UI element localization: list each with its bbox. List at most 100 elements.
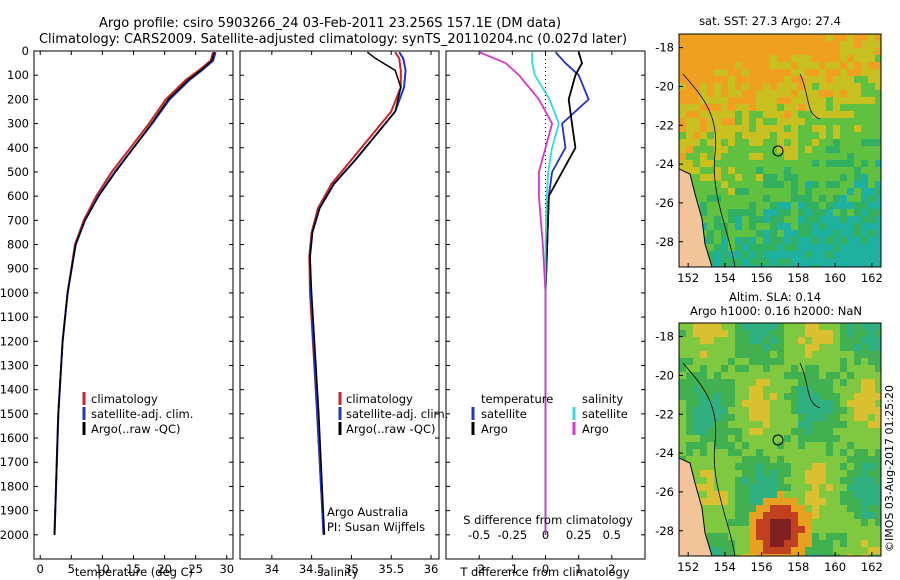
map-cell [707, 393, 715, 401]
map-cell [826, 393, 834, 401]
map-cell [798, 386, 806, 394]
map-cell [784, 41, 792, 49]
map-cell [805, 491, 813, 499]
map-cell [854, 34, 862, 42]
map-cell [833, 505, 841, 513]
map-cell [777, 512, 785, 520]
map-y-tick-label: -24 [655, 446, 674, 460]
map-cell [728, 139, 736, 147]
map-cell [742, 48, 750, 56]
map-cell [728, 195, 736, 203]
map-cell [798, 442, 806, 450]
map-cell [679, 442, 687, 450]
map-cell [679, 393, 687, 401]
map-cell [868, 533, 876, 541]
map-cell [693, 330, 701, 338]
map-cell [679, 111, 687, 119]
map-cell [735, 421, 743, 429]
map-cell [763, 526, 771, 534]
map-cell [735, 90, 743, 98]
map-cell [749, 195, 757, 203]
map-cell [868, 512, 876, 520]
map-cell [847, 244, 855, 252]
map-cell [805, 90, 813, 98]
map-cell [798, 379, 806, 387]
map-cell [735, 547, 743, 555]
map-cell [861, 139, 869, 147]
map-cell [861, 41, 869, 49]
map-cell [707, 463, 715, 471]
map-cell [728, 365, 736, 373]
diff-legend-sal-title: salinity [582, 392, 623, 406]
map-cell [707, 181, 715, 189]
map-cell [875, 554, 881, 556]
map-cell [854, 505, 862, 513]
map-cell [840, 547, 848, 555]
map-cell [833, 181, 841, 189]
map-cell [868, 491, 876, 499]
map-cell [861, 125, 869, 133]
map-cell [756, 83, 764, 91]
map-cell [784, 337, 792, 345]
map-cell [728, 125, 736, 133]
map-cell [714, 519, 722, 527]
map-cell [714, 258, 722, 266]
map-cell [700, 76, 708, 84]
map-cell [784, 351, 792, 359]
map-cell [763, 181, 771, 189]
map-cell [805, 216, 813, 224]
map-cell [854, 146, 862, 154]
map-cell [749, 442, 757, 450]
map-cell [756, 344, 764, 352]
map-y-tick-label: -18 [655, 330, 674, 344]
map-cell [798, 258, 806, 266]
map-cell [847, 188, 855, 196]
map-cell [784, 97, 792, 105]
map-cell [693, 181, 701, 189]
map-cell [728, 258, 736, 266]
map-cell [756, 160, 764, 168]
map-cell [875, 421, 881, 429]
series-satellite-adj-clim- [308, 51, 407, 535]
map-cell [714, 97, 722, 105]
map-cell [777, 167, 785, 175]
map-cell [791, 400, 799, 408]
map-cell [840, 456, 848, 464]
depth-tick-label: 1700 [0, 455, 29, 469]
map-cell [728, 449, 736, 457]
map-cell [714, 554, 722, 556]
map-cell [854, 76, 862, 84]
map-cell [854, 118, 862, 126]
map-cell [777, 533, 785, 541]
map-cell [749, 365, 757, 373]
map-cell [826, 160, 834, 168]
map-cell [798, 526, 806, 534]
map-cell [721, 463, 729, 471]
map-cell [721, 69, 729, 77]
temp-x-tick-label: 30 [219, 562, 234, 576]
map-cell [784, 90, 792, 98]
map-cell [679, 344, 687, 352]
map-cell [700, 498, 708, 506]
map-cell [763, 547, 771, 555]
map-cell [847, 160, 855, 168]
map-cell [777, 470, 785, 478]
map-cell [777, 435, 785, 443]
map-cell [840, 230, 848, 238]
sal-legend-argo-label: Argo(..raw -QC) [346, 422, 436, 436]
map-cell [735, 449, 743, 457]
map-cell [791, 132, 799, 140]
map-cell [721, 83, 729, 91]
map-cell [791, 330, 799, 338]
map-cell [847, 209, 855, 217]
map-cell [812, 265, 820, 267]
map-y-tick-label: -28 [655, 235, 674, 249]
map-cell [854, 323, 862, 331]
map-cell [679, 76, 687, 84]
map-cell [791, 111, 799, 119]
map-cell [875, 69, 881, 77]
map-cell [812, 132, 820, 140]
depth-tick-label: 600 [7, 189, 29, 203]
map-cell [875, 456, 881, 464]
map-cell [805, 55, 813, 63]
